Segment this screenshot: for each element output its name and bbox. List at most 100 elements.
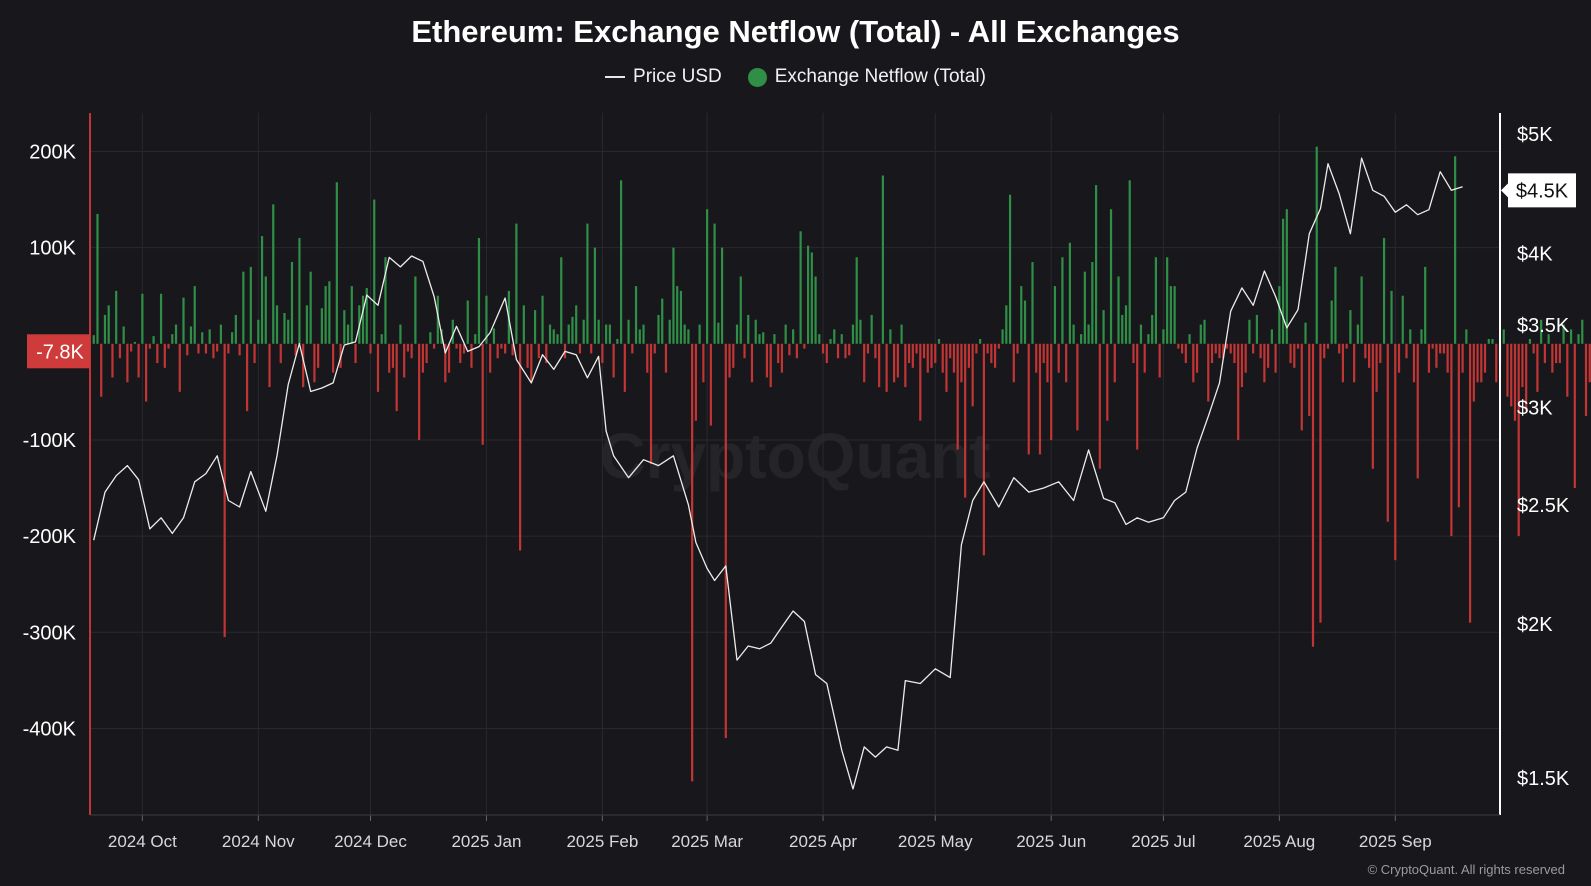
netflow-bar (1094, 185, 1098, 344)
netflow-bar (526, 343, 529, 368)
netflow-bar (575, 305, 578, 344)
netflow-bar (1225, 343, 1229, 349)
netflow-bar (470, 343, 473, 368)
netflow-bar (1218, 343, 1221, 359)
netflow-bar (1027, 343, 1030, 455)
netflow-bar (657, 314, 660, 344)
current-price-label: $4.5K (1516, 180, 1569, 202)
x-tick-label: 2025 Apr (789, 832, 857, 851)
netflow-bar (1334, 266, 1337, 344)
netflow-bar (560, 257, 563, 344)
netflow-bar (608, 324, 611, 344)
netflow-bar (167, 343, 170, 349)
netflow-bar (997, 343, 1000, 349)
netflow-bar (545, 343, 548, 364)
netflow-bar (290, 262, 294, 344)
netflow-bar (537, 343, 540, 359)
netflow-bar (163, 343, 166, 368)
netflow-bar (919, 343, 922, 421)
netflow-bar (990, 343, 993, 364)
netflow-bar (272, 204, 275, 344)
netflow-bar (1184, 343, 1187, 364)
netflow-bar (874, 343, 877, 359)
netflow-bar (601, 343, 604, 364)
netflow-bar (204, 343, 208, 354)
netflow-bar (275, 305, 279, 344)
netflow-bar (739, 276, 742, 344)
netflow-bar (1102, 310, 1105, 344)
x-tick-label: 2025 Feb (566, 832, 638, 851)
netflow-bar (840, 334, 843, 344)
netflow-bar (1431, 343, 1434, 349)
legend-item-price[interactable]: Price USD (605, 66, 722, 88)
netflow-bar (1555, 343, 1558, 364)
netflow-bars (92, 146, 1591, 782)
y-right-tick-label: $2K (1517, 614, 1553, 636)
netflow-bar (451, 319, 454, 344)
netflow-bar (784, 324, 787, 344)
netflow-bar (1386, 343, 1389, 522)
netflow-bar (1192, 343, 1195, 383)
netflow-bar (1338, 343, 1341, 354)
netflow-bar (444, 343, 447, 383)
netflow-bar (1132, 343, 1135, 364)
legend-item-netflow[interactable]: Exchange Netflow (Total) (747, 66, 986, 88)
netflow-bar (1446, 343, 1449, 373)
netflow-bar (1394, 343, 1397, 561)
netflow-bar (1427, 343, 1431, 373)
netflow-bar (732, 343, 735, 368)
netflow-bar (679, 290, 683, 344)
netflow-bar (1495, 343, 1498, 383)
netflow-bar (186, 343, 189, 356)
netflow-bar (489, 343, 492, 373)
netflow-bar (238, 343, 241, 356)
netflow-bar (777, 343, 780, 364)
netflow-bar (769, 343, 772, 388)
netflow-bar (182, 297, 185, 344)
netflow-bar (1409, 329, 1412, 344)
netflow-bar (425, 343, 428, 364)
netflow-bar (115, 290, 118, 344)
netflow-bar (1588, 343, 1591, 383)
netflow-bar (993, 343, 997, 368)
netflow-bar (1356, 324, 1359, 344)
netflow-bar (1364, 343, 1367, 359)
netflow-bar (328, 281, 331, 344)
netflow-bar (1151, 314, 1154, 344)
netflow-bar (515, 223, 518, 344)
netflow-bar (893, 343, 896, 383)
chart-legend: Price USD Exchange Netflow (Total) (0, 66, 1591, 88)
netflow-bar (522, 305, 525, 344)
netflow-bar (1442, 343, 1445, 354)
netflow-bar (1424, 266, 1427, 344)
netflow-bar (982, 343, 985, 556)
copyright-notice: © CryptoQuant. All rights reserved (1367, 862, 1565, 877)
netflow-bar (975, 343, 978, 354)
netflow-bar (590, 343, 593, 354)
netflow-bar (1207, 343, 1210, 402)
netflow-bar (111, 343, 114, 378)
netflow-bar (219, 324, 223, 344)
netflow-bar (343, 310, 346, 344)
netflow-bar (1293, 343, 1296, 368)
netflow-bar (1569, 329, 1573, 344)
netflow-bar (346, 324, 350, 344)
netflow-bar (1543, 343, 1546, 364)
netflow-bar (268, 343, 271, 388)
netflow-bar (1401, 295, 1404, 344)
netflow-bar (945, 343, 948, 392)
netflow-bar (878, 343, 881, 388)
netflow-bar (735, 324, 739, 344)
netflow-bar (1371, 343, 1374, 469)
netflow-bar (178, 343, 181, 392)
netflow-bar (459, 343, 462, 364)
netflow-bar (103, 314, 107, 344)
netflow-bar (174, 324, 178, 344)
netflow-bar (1001, 329, 1004, 344)
netflow-bar (806, 245, 810, 344)
netflow-bar (934, 343, 937, 364)
netflow-bar (762, 332, 765, 344)
netflow-bar (208, 329, 211, 344)
current-price-badge (1508, 173, 1576, 208)
netflow-bar (586, 223, 589, 344)
